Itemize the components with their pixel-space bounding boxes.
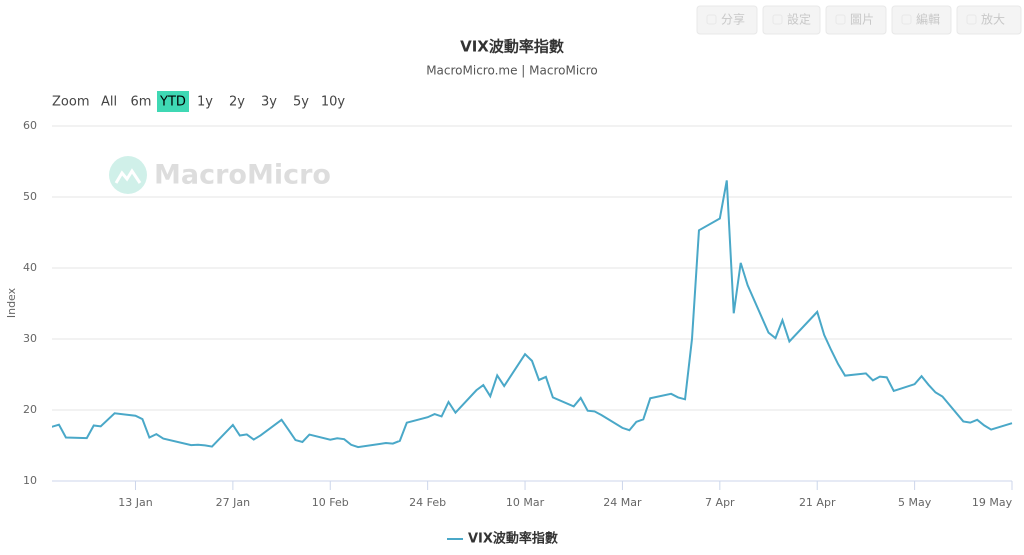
x-tick-label: 7 Apr xyxy=(705,496,735,509)
range-button-label: 1y xyxy=(197,95,213,110)
toolbar-icon xyxy=(901,14,912,25)
toolbar-button[interactable]: 圖片 xyxy=(825,5,887,35)
legend[interactable]: VIX波動率指數 xyxy=(447,531,558,547)
watermark-logo xyxy=(109,156,147,194)
toolbar-label: 編輯 xyxy=(916,12,940,27)
toolbar-icon xyxy=(772,14,783,25)
range-button-bg xyxy=(157,91,189,112)
legend-label: VIX波動率指數 xyxy=(468,531,558,547)
watermark: MacroMicro xyxy=(109,156,331,194)
x-tick-label: 10 Feb xyxy=(312,496,349,509)
x-tick-label: 27 Jan xyxy=(216,496,250,509)
range-button-label: 2y xyxy=(229,95,245,110)
x-tick-label: 5 May xyxy=(898,496,932,509)
toolbar-button[interactable]: 設定 xyxy=(762,5,821,35)
x-tick-label: 19 May xyxy=(972,496,1013,509)
toolbar-button-bg xyxy=(825,5,887,35)
y-tick-label: 50 xyxy=(23,190,37,203)
toolbar-label: 放大 xyxy=(981,12,1005,27)
toolbar-label: 設定 xyxy=(787,12,811,27)
toolbar-button-bg xyxy=(696,5,758,35)
toolbar: 分享 設定 圖片 編輯 放大 xyxy=(696,5,1022,35)
range-selector: Zoom All 6m YTD 1y 2y 3y 5y 10y xyxy=(52,91,345,112)
x-tick-label: 24 Feb xyxy=(409,496,446,509)
range-button-label: All xyxy=(101,95,117,110)
toolbar-label: 圖片 xyxy=(850,13,874,27)
toolbar-button[interactable]: 編輯 xyxy=(891,5,952,35)
y-tick-label: 20 xyxy=(23,403,37,416)
toolbar-button[interactable]: 分享 xyxy=(696,5,758,35)
toolbar-button[interactable]: 放大 xyxy=(956,5,1022,35)
y-axis-title: Index xyxy=(5,287,18,318)
watermark-text: MacroMicro xyxy=(154,160,331,191)
toolbar-label: 分享 xyxy=(721,12,745,27)
range-button-label: 5y xyxy=(293,95,309,110)
x-tick-label: 13 Jan xyxy=(118,496,152,509)
toolbar-button-bg xyxy=(891,5,952,35)
range-label: Zoom xyxy=(52,95,89,110)
chart-title: VIX波動率指數 xyxy=(460,38,564,56)
y-tick-label: 60 xyxy=(23,119,37,132)
x-tick-label: 24 Mar xyxy=(603,496,642,509)
y-tick-label: 10 xyxy=(23,474,37,487)
range-button[interactable]: 3y xyxy=(261,95,277,110)
x-tick-label: 10 Mar xyxy=(506,496,545,509)
range-button[interactable]: 10y xyxy=(321,95,346,110)
toolbar-button-bg xyxy=(956,5,1022,35)
range-button-label: YTD xyxy=(159,95,186,110)
range-button[interactable]: All xyxy=(101,95,117,110)
range-button-label: 10y xyxy=(321,95,346,110)
toolbar-icon xyxy=(966,14,977,25)
x-tick-label: 21 Apr xyxy=(799,496,836,509)
y-tick-label: 40 xyxy=(23,261,37,274)
range-button[interactable]: 1y xyxy=(197,95,213,110)
range-button[interactable]: YTD xyxy=(157,91,189,112)
toolbar-icon xyxy=(835,14,846,25)
chart-subtitle: MacroMicro.me | MacroMicro xyxy=(426,64,598,78)
toolbar-button-bg xyxy=(762,5,821,35)
range-button[interactable]: 2y xyxy=(229,95,245,110)
y-tick-label: 30 xyxy=(23,332,37,345)
range-button[interactable]: 5y xyxy=(293,95,309,110)
range-button-label: 3y xyxy=(261,95,277,110)
watermark-logo-mark xyxy=(114,168,142,184)
range-button-label: 6m xyxy=(131,95,152,110)
toolbar-icon xyxy=(706,14,717,25)
series-line xyxy=(52,180,1013,449)
range-button[interactable]: 6m xyxy=(131,95,152,110)
